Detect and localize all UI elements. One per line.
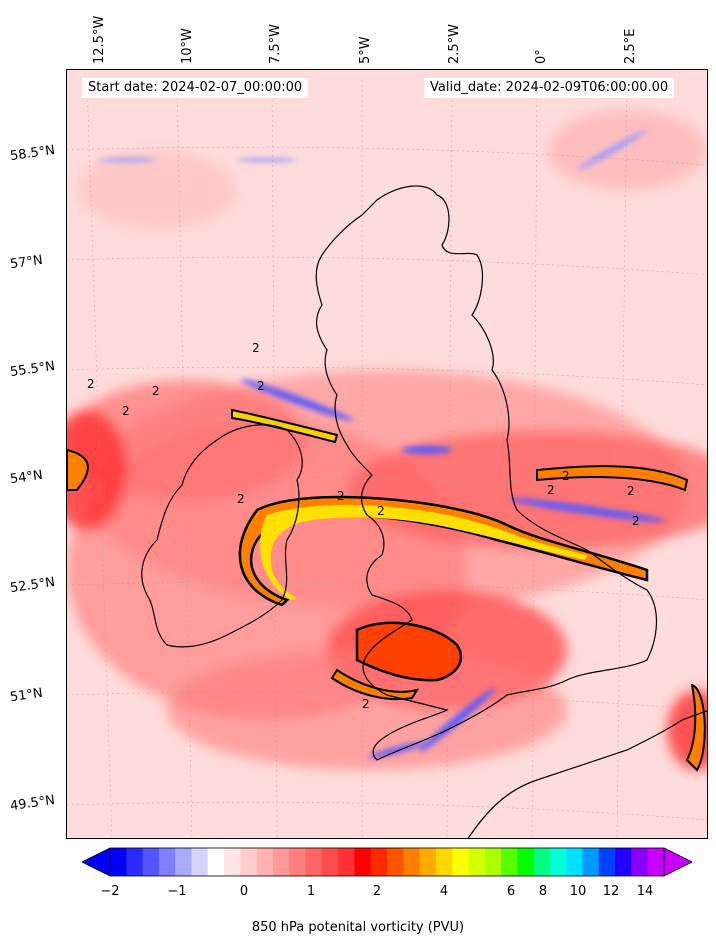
colorbar-segment xyxy=(126,848,144,876)
colorbar-tick-label: −1 xyxy=(167,884,187,899)
svg-text:2: 2 xyxy=(257,379,265,393)
great-britain-coast xyxy=(315,185,658,761)
colorbar-tick-label: 1 xyxy=(306,884,316,899)
latitude-label: 57°N xyxy=(9,252,44,273)
longitude-label: 5°W xyxy=(358,36,373,64)
colorbar-tick-label: −2 xyxy=(100,884,120,899)
colorbar-segment xyxy=(566,848,584,876)
colorbar-segment xyxy=(256,848,274,876)
colorbar-segment xyxy=(615,848,632,876)
graticule xyxy=(67,79,707,838)
colorbar-segment xyxy=(631,848,649,876)
latitude-label: 49.5°N xyxy=(9,792,56,815)
colorbar-segment xyxy=(338,848,355,876)
colorbar-segment xyxy=(517,848,535,876)
colorbar-min-arrow xyxy=(82,847,111,877)
colorbar-tick-label: 10 xyxy=(569,884,587,899)
negative-pv-streaks xyxy=(97,129,667,759)
colorbar-segment xyxy=(207,848,225,876)
colorbar-tick-label: 6 xyxy=(506,884,516,899)
colorbar-segment xyxy=(175,848,192,876)
latitude-label: 52.5°N xyxy=(9,574,56,597)
svg-text:2: 2 xyxy=(377,504,385,518)
colorbar-segment xyxy=(354,848,372,876)
colorbar-segment xyxy=(158,848,176,876)
svg-text:2: 2 xyxy=(87,377,95,391)
colorbar-tick-label: 2 xyxy=(372,884,382,899)
svg-text:2: 2 xyxy=(362,697,370,711)
colorbar-segment xyxy=(403,848,421,876)
colorbar-segment xyxy=(387,848,404,876)
colorbar-tick-label: 8 xyxy=(538,884,548,899)
longitude-label: 2.5°E xyxy=(623,28,638,64)
svg-text:2: 2 xyxy=(627,484,635,498)
high-pv-band xyxy=(67,408,706,772)
start-date-box: Start date: 2024-02-07_00:00:00 xyxy=(82,78,309,98)
colorbar-segment xyxy=(240,848,258,876)
colorbar-tick-label: 4 xyxy=(439,884,449,899)
colorbar-segment xyxy=(110,848,127,876)
colorbar-tick-label: 0 xyxy=(239,884,249,899)
svg-text:2: 2 xyxy=(252,341,260,355)
valid-date-box: Valid_date: 2024-02-09T06:00:00.00 xyxy=(424,78,675,98)
colorbar-segment xyxy=(598,848,616,876)
svg-text:2: 2 xyxy=(547,483,555,497)
longitude-label: 0° xyxy=(534,49,549,64)
svg-text:2: 2 xyxy=(562,469,570,483)
svg-text:2: 2 xyxy=(122,404,130,418)
latitude-label: 55.5°N xyxy=(9,358,56,381)
svg-text:2: 2 xyxy=(337,489,345,503)
colorbar-segment xyxy=(435,848,453,876)
colorbar-segment xyxy=(142,848,160,876)
longitude-label: 7.5°W xyxy=(268,23,283,64)
colorbar-tick-label: 12 xyxy=(602,884,620,899)
colorbar-segment xyxy=(191,848,209,876)
longitude-label: 2.5°W xyxy=(447,23,462,64)
colorbar-segment xyxy=(533,848,551,876)
colorbar-max-arrow xyxy=(663,847,692,877)
colorbar-segment xyxy=(419,848,437,876)
colorbar-segment xyxy=(647,848,665,876)
coastlines xyxy=(141,185,707,838)
colorbar-segment xyxy=(321,848,339,876)
colorbar-segment xyxy=(289,848,307,876)
colorbar-label: 850 hPa potenital vorticity (PVU) xyxy=(251,920,465,935)
colorbar-segment xyxy=(549,848,567,876)
colorbar-tick-label: 14 xyxy=(636,884,654,899)
svg-text:2: 2 xyxy=(152,384,160,398)
svg-text:2: 2 xyxy=(632,514,640,528)
map-panel: 2 2 2 2 2 2 2 2 2 2 2 2 2 xyxy=(66,69,708,839)
colorbar-segment xyxy=(370,848,388,876)
latitude-label: 54°N xyxy=(9,467,44,488)
colorbar-segment xyxy=(484,848,502,876)
colorbar-segment xyxy=(452,848,469,876)
colorbar-segment xyxy=(272,848,290,876)
longitude-label: 12.5°W xyxy=(92,15,107,64)
svg-text:2: 2 xyxy=(237,492,245,506)
colorbar-segment xyxy=(468,848,486,876)
colorbar-outline xyxy=(109,847,665,877)
ireland-coast xyxy=(141,424,303,648)
longitude-label: 10°W xyxy=(180,28,195,64)
france-coast xyxy=(467,710,707,838)
latitude-label: 58.5°N xyxy=(9,142,56,165)
colorbar-segment xyxy=(582,848,600,876)
pv-field-map: 2 2 2 2 2 2 2 2 2 2 2 2 2 xyxy=(67,70,707,838)
colorbar-segment xyxy=(224,848,241,876)
latitude-label: 51°N xyxy=(9,685,44,706)
colorbar-segment xyxy=(501,848,518,876)
colorbar-segment xyxy=(305,848,323,876)
contour-labels: 2 2 2 2 2 2 2 2 2 2 2 2 2 xyxy=(87,341,640,711)
colorbar xyxy=(82,847,692,877)
